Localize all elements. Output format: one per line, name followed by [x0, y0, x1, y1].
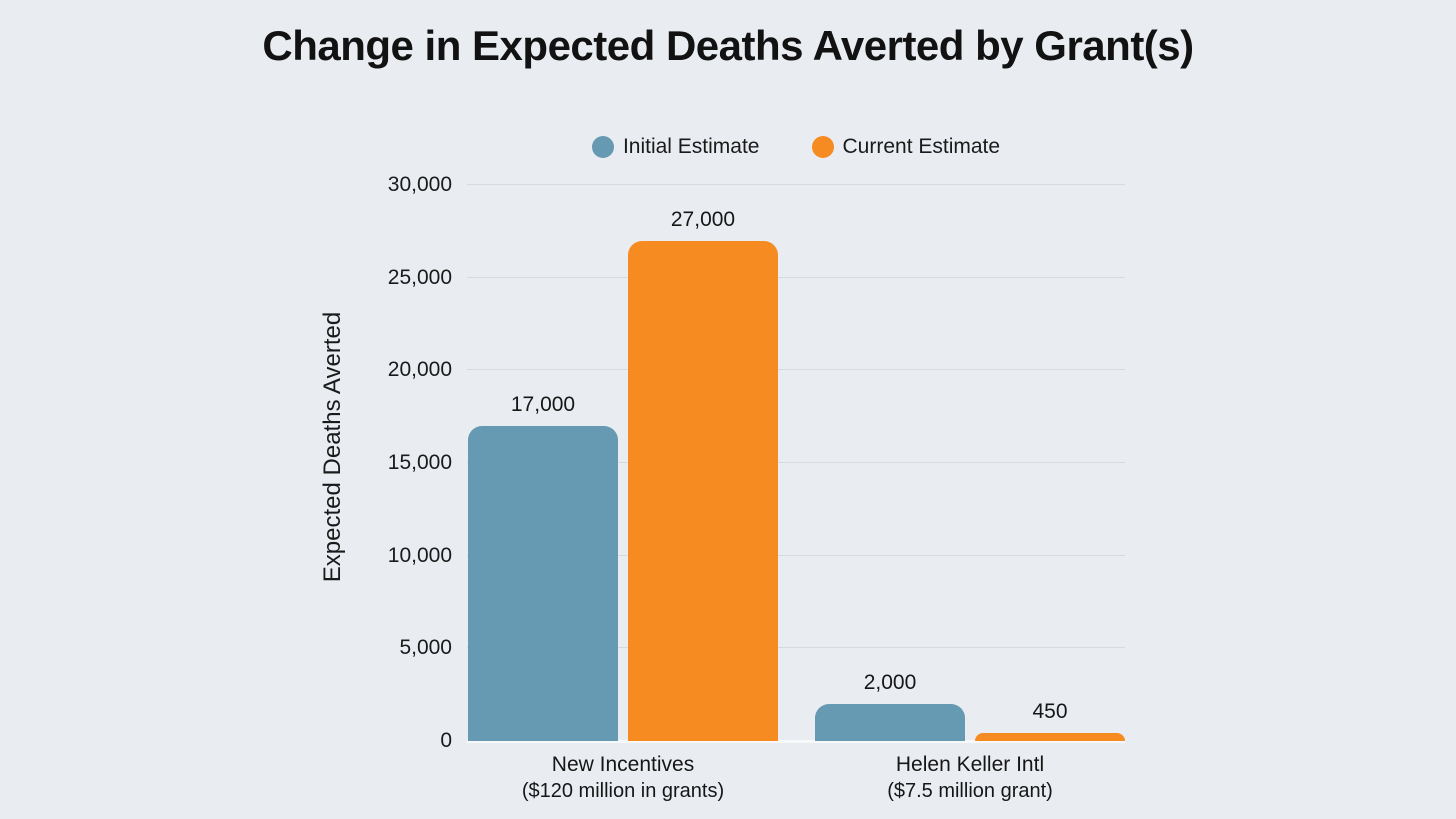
- gridline-5000: [467, 647, 1125, 649]
- y-tick-label-0: 0: [440, 729, 452, 752]
- x-category-note: ($120 million in grants): [521, 780, 725, 802]
- bar-current-estimate-new-incentives: [628, 240, 778, 741]
- bar-value-label-initial-estimate-helen-keller-intl: 2,000: [863, 670, 917, 694]
- bar-value-label-current-estimate-new-incentives: 27,000: [670, 207, 736, 231]
- x-category-name: New Incentives: [551, 753, 695, 776]
- y-tick-label-20000: 20,000: [387, 358, 452, 382]
- gridline-20000: [467, 369, 1125, 371]
- x-category-label-new-incentives: New Incentives ($120 million in grants): [453, 751, 793, 805]
- y-tick-label-5000: 5,000: [399, 636, 452, 660]
- x-category-label-helen-keller-intl: Helen Keller Intl ($7.5 million grant): [800, 751, 1140, 805]
- y-tick-label-30000: 30,000: [387, 173, 452, 196]
- y-axis-title: Expected Deaths Averted: [319, 311, 346, 583]
- x-axis-baseline: [467, 740, 1125, 743]
- bar-initial-estimate-helen-keller-intl: [815, 703, 965, 741]
- gridline-25000: [467, 276, 1125, 278]
- legend-label: Current Estimate: [842, 135, 1001, 158]
- chart-legend: Initial Estimate Current Estimate: [467, 132, 1125, 162]
- legend-item-current-estimate: Current Estimate: [811, 135, 1001, 159]
- bar-current-estimate-helen-keller-intl: [975, 732, 1125, 741]
- y-tick-label-10000: 10,000: [387, 543, 452, 567]
- bar-initial-estimate-new-incentives: [468, 425, 618, 741]
- x-category-note: ($7.5 million grant): [887, 780, 1053, 802]
- legend-dot-icon: [591, 136, 614, 158]
- y-tick-label-15000: 15,000: [387, 451, 452, 474]
- x-category-name: Helen Keller Intl: [895, 753, 1045, 776]
- bar-value-label-current-estimate-helen-keller-intl: 450: [1032, 699, 1068, 723]
- bar-value-label-initial-estimate-new-incentives: 17,000: [510, 392, 576, 416]
- chart-title: Change in Expected Deaths Averted by Gra…: [262, 22, 1194, 69]
- legend-dot-icon: [811, 136, 834, 158]
- gridline-10000: [467, 554, 1125, 556]
- gridline-30000: [467, 184, 1125, 185]
- plot-area: 0 5,000 10,000 15,000 20,000 25,000 30,000 17,0…: [388, 173, 1125, 802]
- legend-label: Initial Estimate: [622, 135, 760, 158]
- gridline-15000: [467, 462, 1125, 463]
- legend-item-initial-estimate: Initial Estimate: [591, 135, 760, 159]
- y-tick-label-25000: 25,000: [387, 265, 452, 289]
